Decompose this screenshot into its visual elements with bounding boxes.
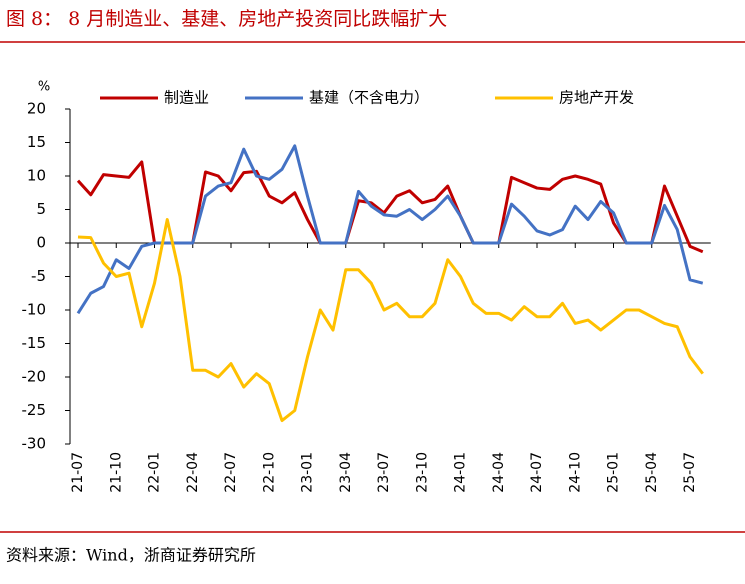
x-tick-label: 23-07 [376, 452, 392, 493]
x-tick-label: 24-07 [529, 452, 545, 493]
y-axis-label: % [38, 80, 50, 95]
x-tick-label: 25-04 [644, 452, 660, 493]
y-tick-label: -15 [22, 334, 47, 352]
y-tick-label: -10 [22, 301, 47, 319]
series-line [76, 144, 704, 315]
x-tick-label: 23-04 [338, 452, 354, 493]
x-tick-label: 23-01 [300, 452, 316, 493]
series-line [77, 218, 704, 423]
x-tick-label: 24-10 [567, 452, 583, 493]
x-tick-label: 25-01 [606, 452, 622, 493]
legend-label: 制造业 [164, 89, 209, 107]
x-tick-label: 21-10 [108, 452, 124, 493]
x-tick-label: 24-04 [491, 452, 507, 493]
y-tick-label: 10 [27, 167, 46, 185]
y-tick-label: 5 [36, 200, 46, 218]
x-tick-label: 22-07 [223, 452, 239, 493]
y-tick-label: -25 [22, 401, 47, 419]
x-tick-label: 23-10 [414, 452, 430, 493]
y-tick-label: -20 [22, 368, 47, 386]
legend-label: 基建（不含电力） [309, 89, 429, 107]
source-note: 资料来源：Wind，浙商证券研究所 [6, 546, 256, 565]
x-tick-label: 24-01 [453, 452, 469, 493]
x-tick-label: 25-07 [682, 452, 698, 493]
y-tick-label: -5 [31, 267, 46, 285]
y-tick-label: 20 [27, 100, 46, 118]
y-tick-label: 15 [27, 133, 46, 151]
legend-label: 房地产开发 [559, 89, 634, 107]
x-tick-label: 21-07 [70, 452, 86, 493]
y-tick-label: 0 [36, 234, 46, 252]
x-tick-label: 22-10 [261, 452, 277, 493]
x-tick-label: 22-04 [185, 452, 201, 493]
x-tick-label: 22-01 [147, 452, 163, 493]
y-tick-label: -30 [22, 435, 47, 453]
chart-title: 图 8： 8 月制造业、基建、房地产投资同比跌幅扩大 [6, 8, 447, 30]
